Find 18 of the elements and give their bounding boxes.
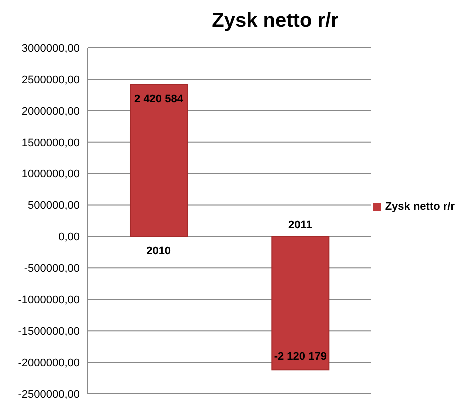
x-tick-label: 2010 bbox=[146, 246, 172, 258]
data-label: 2 420 584 bbox=[134, 93, 184, 106]
y-tick-label: -2000000,00 bbox=[18, 357, 80, 370]
y-tick-label: 2000000,00 bbox=[22, 106, 80, 118]
y-tick-label: -2500000,00 bbox=[18, 388, 80, 401]
y-tick-label: 3000000,00 bbox=[22, 42, 80, 55]
chart-title: Zysk netto r/r bbox=[211, 10, 340, 33]
y-tick-label: 500000,00 bbox=[28, 200, 80, 212]
data-label: -2 120 179 bbox=[274, 351, 327, 364]
y-tick-label: 1000000,00 bbox=[22, 168, 80, 181]
y-tick-label: 1500000,00 bbox=[22, 137, 80, 150]
y-tick-label: 2500000,00 bbox=[22, 74, 80, 86]
y-tick-label: -500000,00 bbox=[24, 263, 80, 276]
y-tick-label: -1500000,00 bbox=[18, 326, 80, 338]
y-tick-label: 0,00 bbox=[58, 232, 80, 244]
y-tick-label: -1000000,00 bbox=[18, 294, 80, 307]
x-tick-label: 2011 bbox=[288, 220, 312, 232]
legend-label: Zysk netto r/r bbox=[385, 201, 455, 213]
